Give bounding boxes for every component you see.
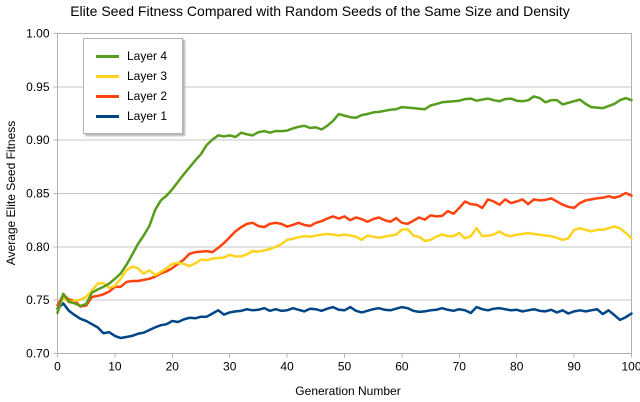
x-axis-title: Generation Number xyxy=(295,384,401,398)
chart-title: Elite Seed Fitness Compared with Random … xyxy=(70,3,570,19)
legend-label: Layer 1 xyxy=(127,109,168,123)
legend-label: Layer 4 xyxy=(127,49,168,63)
y-tick-label: 0.75 xyxy=(26,293,50,307)
x-tick-label: 40 xyxy=(280,360,294,374)
series-line-layer-2 xyxy=(56,191,633,308)
legend-line-swatch xyxy=(96,74,119,78)
legend-label: Layer 2 xyxy=(127,89,168,103)
y-tick-label: 0.70 xyxy=(26,347,50,361)
y-tick-label: 0.85 xyxy=(26,187,50,201)
x-tick-label: 50 xyxy=(338,360,352,374)
legend-line-swatch xyxy=(96,54,119,58)
x-tick-label: 60 xyxy=(395,360,409,374)
x-tick-label: 90 xyxy=(567,360,581,374)
x-tick-label: 10 xyxy=(108,360,122,374)
legend-item-layer-1: Layer 1 xyxy=(96,106,167,126)
x-tick-label: 80 xyxy=(510,360,524,374)
y-tick-label: 1.00 xyxy=(26,27,50,41)
y-tick-label: 0.95 xyxy=(26,80,50,94)
y-tick-label: 0.80 xyxy=(26,240,50,254)
legend: Layer 4 Layer 3 Layer 2 Layer 1 xyxy=(83,38,184,134)
x-tick-label: 20 xyxy=(166,360,180,374)
x-tick-label: 70 xyxy=(453,360,467,374)
legend-item-layer-2: Layer 2 xyxy=(96,86,167,106)
series-line-layer-3 xyxy=(56,225,633,313)
legend-item-layer-3: Layer 3 xyxy=(96,66,167,86)
series-line-layer-4 xyxy=(56,95,633,315)
y-tick-label: 0.90 xyxy=(26,133,50,147)
x-tick-label: 100 xyxy=(621,360,640,374)
x-tick-label: 0 xyxy=(54,360,61,374)
legend-item-layer-4: Layer 4 xyxy=(96,46,167,66)
series-line-layer-1 xyxy=(56,302,633,340)
legend-line-swatch xyxy=(96,94,119,98)
legend-line-swatch xyxy=(96,114,119,118)
legend-label: Layer 3 xyxy=(127,69,168,83)
x-tick-label: 30 xyxy=(223,360,237,374)
